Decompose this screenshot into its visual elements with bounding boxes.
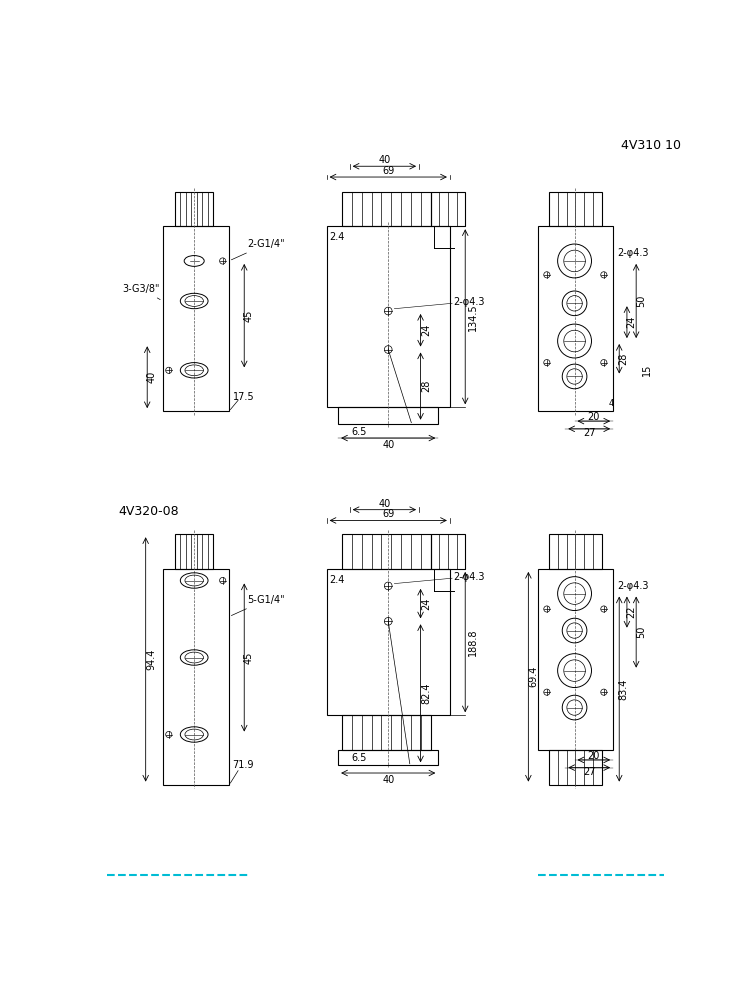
Text: 40: 40	[147, 371, 157, 384]
Text: 27: 27	[583, 428, 596, 438]
Text: 2.4: 2.4	[329, 232, 344, 243]
Text: 24: 24	[626, 316, 636, 328]
Bar	[549, 535, 602, 569]
Bar	[327, 227, 450, 408]
Text: 2-φ4.3: 2-φ4.3	[617, 580, 649, 590]
Text: 69: 69	[382, 166, 394, 176]
Text: 188.8: 188.8	[468, 628, 478, 656]
Text: 28: 28	[618, 353, 628, 365]
Text: 50: 50	[636, 626, 646, 638]
Text: 40: 40	[378, 155, 391, 165]
Bar	[342, 535, 430, 569]
Text: 3-G3/8": 3-G3/8"	[122, 283, 160, 299]
Text: 24: 24	[421, 597, 431, 609]
Text: 2-φ4.3: 2-φ4.3	[617, 248, 649, 258]
Text: 4: 4	[608, 399, 613, 408]
Text: 94.4: 94.4	[146, 649, 156, 670]
Text: 82.4: 82.4	[421, 683, 431, 704]
Text: 24: 24	[421, 324, 431, 336]
Bar	[338, 408, 438, 424]
Text: 69: 69	[382, 509, 394, 519]
Text: 15: 15	[642, 364, 652, 377]
Text: 71.9: 71.9	[232, 760, 254, 770]
Text: 20: 20	[588, 751, 600, 761]
Bar	[327, 569, 450, 716]
Text: 83.4: 83.4	[618, 678, 628, 700]
Bar	[163, 227, 229, 412]
Text: 134.5: 134.5	[468, 303, 478, 331]
Text: 40: 40	[382, 440, 394, 450]
Bar	[430, 192, 465, 227]
Bar	[175, 192, 214, 227]
Text: 69.4: 69.4	[528, 666, 538, 688]
Text: 6.5: 6.5	[351, 426, 367, 437]
Bar	[163, 569, 229, 784]
Bar	[175, 535, 214, 569]
Bar	[342, 192, 430, 227]
Text: 45: 45	[243, 651, 253, 664]
Text: 28: 28	[421, 380, 431, 393]
Bar	[549, 749, 602, 784]
Text: 17.5: 17.5	[232, 393, 254, 403]
Text: 27: 27	[583, 767, 596, 777]
Bar	[342, 716, 430, 749]
Text: 4V310 10: 4V310 10	[621, 139, 681, 152]
Text: 40: 40	[378, 499, 391, 509]
Text: 4V320-08: 4V320-08	[118, 505, 179, 518]
Text: 6.5: 6.5	[351, 752, 367, 762]
Bar	[430, 535, 465, 569]
Text: 2-φ4.3: 2-φ4.3	[454, 572, 485, 581]
Text: 45: 45	[243, 309, 253, 322]
Text: 2.4: 2.4	[329, 575, 344, 584]
Bar	[338, 749, 438, 765]
Text: 20: 20	[588, 413, 600, 422]
Bar	[549, 192, 602, 227]
Text: 2-G1/4": 2-G1/4"	[231, 240, 285, 259]
Text: 2-φ4.3: 2-φ4.3	[454, 297, 485, 307]
Bar	[538, 227, 613, 412]
Text: 22: 22	[626, 605, 636, 618]
Text: 5-G1/4": 5-G1/4"	[231, 594, 285, 615]
Text: 40: 40	[382, 775, 394, 785]
Text: 50: 50	[636, 295, 646, 307]
Bar	[538, 569, 613, 749]
